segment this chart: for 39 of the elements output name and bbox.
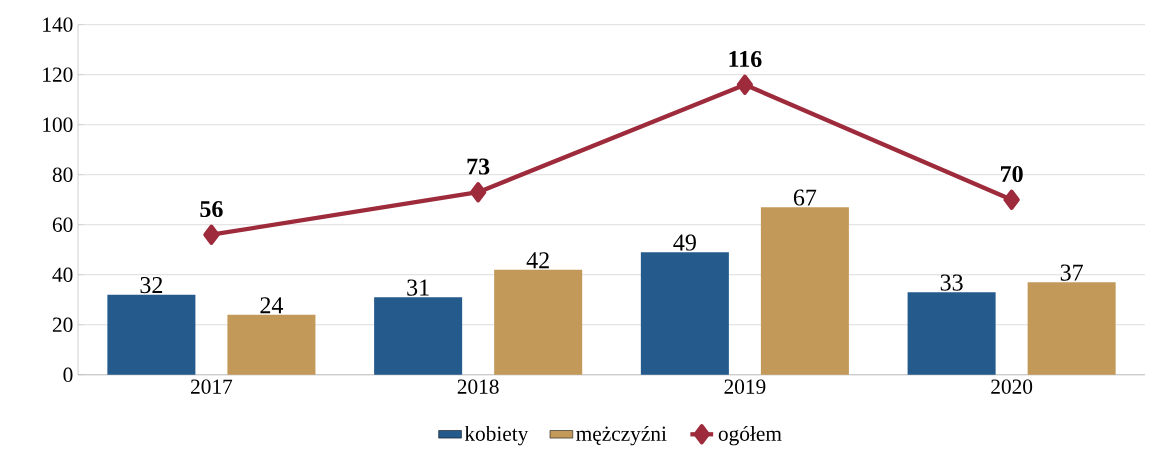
data-label: 56 [200,201,223,218]
point [470,182,487,203]
x-tick-label: 2019 [724,379,766,394]
bar [107,294,196,375]
data-label: 37 [1060,264,1083,281]
bar [760,207,849,375]
y-tick-label: 0 [63,367,73,383]
y-tick-label: 20 [52,317,73,333]
y-tick-label: 80 [52,167,73,183]
y-tick-label: 40 [52,267,73,283]
data-label: 31 [407,279,429,296]
y-tick-label: 140 [43,17,73,32]
bar [227,314,316,375]
point [203,224,220,245]
data-label: 33 [940,274,963,291]
data-label: 42 [526,252,549,269]
y-tick-label: 60 [52,217,73,233]
data-label: 73 [467,158,490,175]
x-tick-label: 2018 [457,379,499,394]
bar [640,252,729,375]
data-label: 116 [729,51,762,68]
data-label: 70 [1001,166,1023,183]
point [1003,189,1020,210]
legend-label: ogółem [718,425,782,446]
legend-label: kobiety [464,426,529,446]
data-label: 32 [140,277,163,294]
y-tick-label: 120 [43,67,73,82]
x-tick-label: 2020 [991,379,1033,394]
data-label: 67 [793,189,817,206]
data-label: 49 [673,234,696,251]
bar [494,269,583,375]
legend-label: mężczyźni [576,425,667,446]
data-label: 24 [260,297,284,314]
bar [374,297,463,375]
x-tick-label: 2017 [191,379,233,394]
point [736,74,754,95]
bar [1027,282,1116,375]
y-tick-label: 100 [43,117,73,132]
bar [907,292,996,375]
